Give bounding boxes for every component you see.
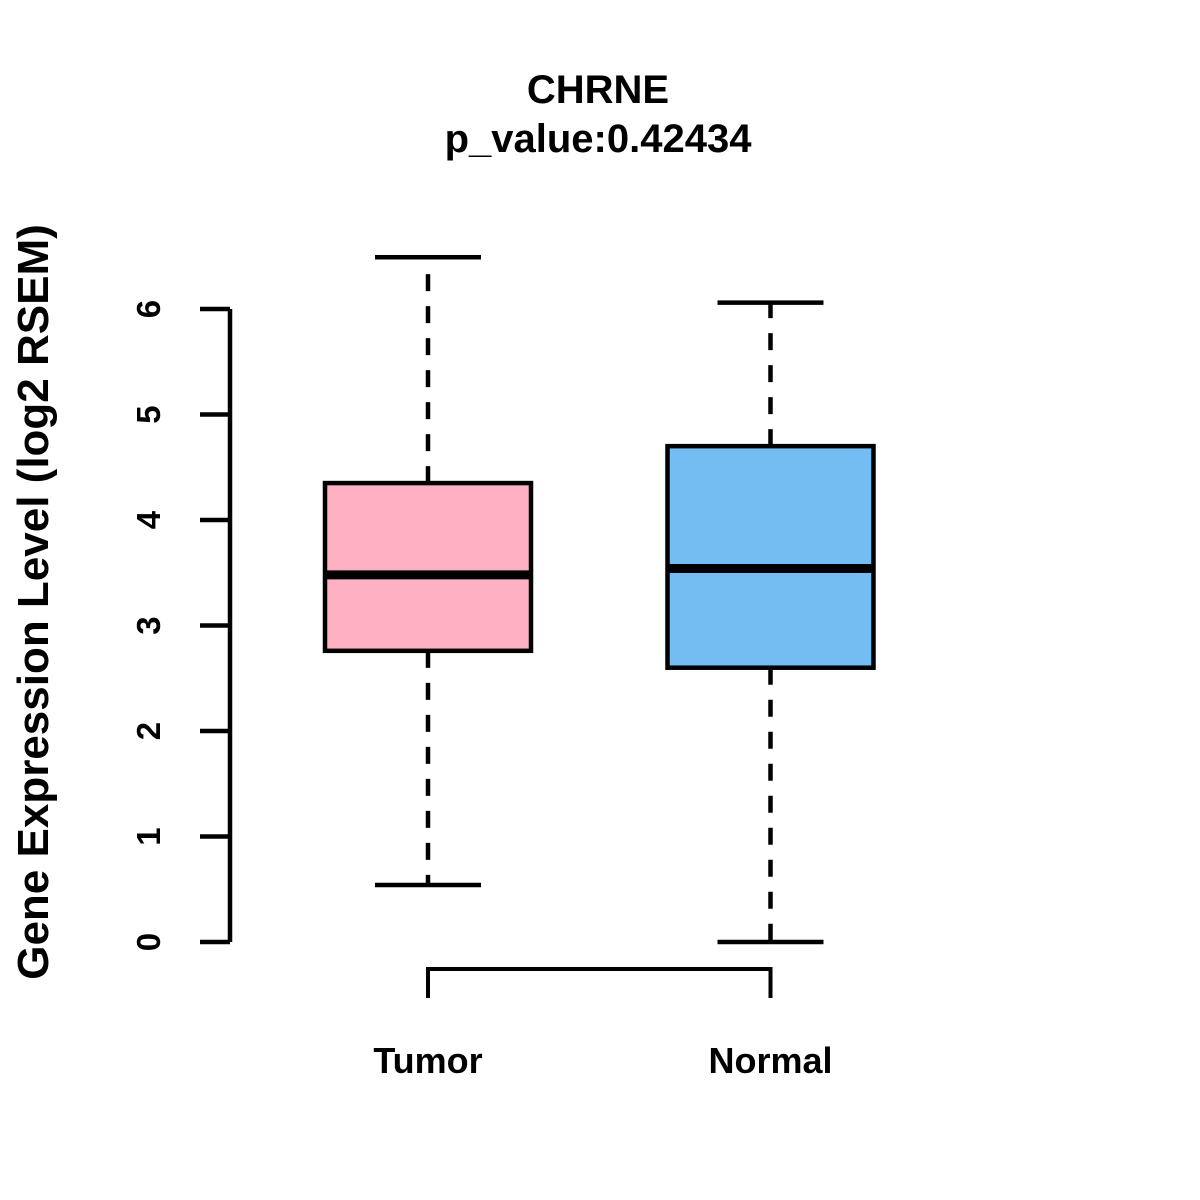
y-axis-tick-label: 6 (130, 300, 167, 318)
y-axis-tick-label: 1 (130, 827, 167, 845)
x-axis-label-tumor: Tumor (373, 1040, 482, 1081)
box-tumor (322, 480, 534, 654)
y-axis-tick-label: 2 (130, 722, 167, 740)
chart-pvalue-subtitle: p_value:0.42434 (444, 117, 752, 161)
y-axis-tick-label: 4 (130, 510, 167, 529)
y-axis-tick-label: 0 (130, 933, 167, 951)
x-axis-label-normal: Normal (708, 1040, 832, 1081)
chart-title: CHRNE (526, 68, 670, 112)
x-axis-bracket (426, 967, 773, 998)
y-axis-tick-label: 3 (130, 616, 167, 634)
y-axis-tick-label: 5 (130, 405, 167, 423)
box-normal (665, 443, 876, 670)
